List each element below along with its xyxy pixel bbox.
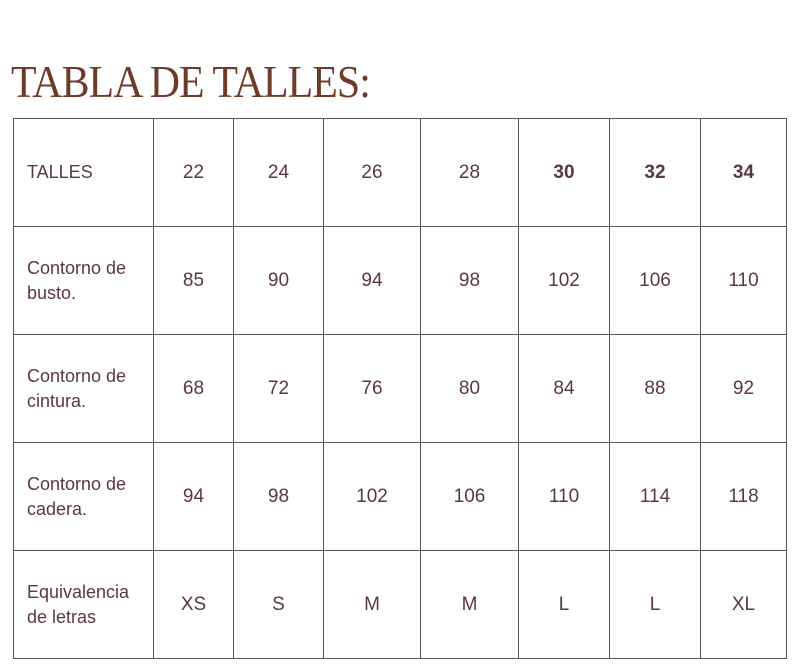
row-label: TALLES (13, 118, 154, 227)
row-label: Contorno de busto. (13, 226, 154, 335)
table-cell: 102 (323, 442, 421, 551)
table-cell: 90 (233, 226, 324, 335)
table-cell: M (420, 550, 519, 659)
table-cell: 88 (609, 334, 701, 443)
table-cell: 106 (420, 442, 519, 551)
page-title: TABLA DE TALLES: (11, 57, 371, 107)
row-label: Contorno de cadera. (13, 442, 154, 551)
table-cell: 118 (700, 442, 787, 551)
row-label: Contorno de cintura. (13, 334, 154, 443)
table-cell: 76 (323, 334, 421, 443)
table-cell: 106 (609, 226, 701, 335)
table-cell: 84 (518, 334, 610, 443)
table-cell: 30 (518, 118, 610, 227)
table-cell: 98 (233, 442, 324, 551)
table-cell: L (609, 550, 701, 659)
table-cell: 24 (233, 118, 324, 227)
table-cell: 34 (700, 118, 787, 227)
table-cell: 102 (518, 226, 610, 335)
table-row: Contorno de cadera. 94 98 102 106 110 114 118 (13, 442, 787, 551)
size-table: TALLES 22 24 26 28 30 32 34 Contorno de busto. 85… (13, 118, 787, 659)
table-cell: 32 (609, 118, 701, 227)
table-cell: 110 (700, 226, 787, 335)
table-cell: 114 (609, 442, 701, 551)
table-cell: 94 (323, 226, 421, 335)
row-label: Equivalencia de letras (13, 550, 154, 659)
table-cell: 72 (233, 334, 324, 443)
table-row: Contorno de busto. 85 90 94 98 102 106 110 (13, 226, 787, 335)
header-row: TALLES 22 24 26 28 30 32 34 (13, 118, 787, 227)
table-cell: 28 (420, 118, 519, 227)
table-cell: S (233, 550, 324, 659)
table-cell: M (323, 550, 421, 659)
table-cell: 92 (700, 334, 787, 443)
table-cell: 85 (153, 226, 234, 335)
table-cell: 94 (153, 442, 234, 551)
table-cell: 98 (420, 226, 519, 335)
table-cell: 68 (153, 334, 234, 443)
table-row: Equivalencia de letras XS S M M L L XL (13, 550, 787, 659)
table-cell: 22 (153, 118, 234, 227)
table-cell: L (518, 550, 610, 659)
table-cell: 26 (323, 118, 421, 227)
table-cell: XL (700, 550, 787, 659)
table-cell: XS (153, 550, 234, 659)
table-cell: 80 (420, 334, 519, 443)
table-row: Contorno de cintura. 68 72 76 80 84 88 92 (13, 334, 787, 443)
table-cell: 110 (518, 442, 610, 551)
